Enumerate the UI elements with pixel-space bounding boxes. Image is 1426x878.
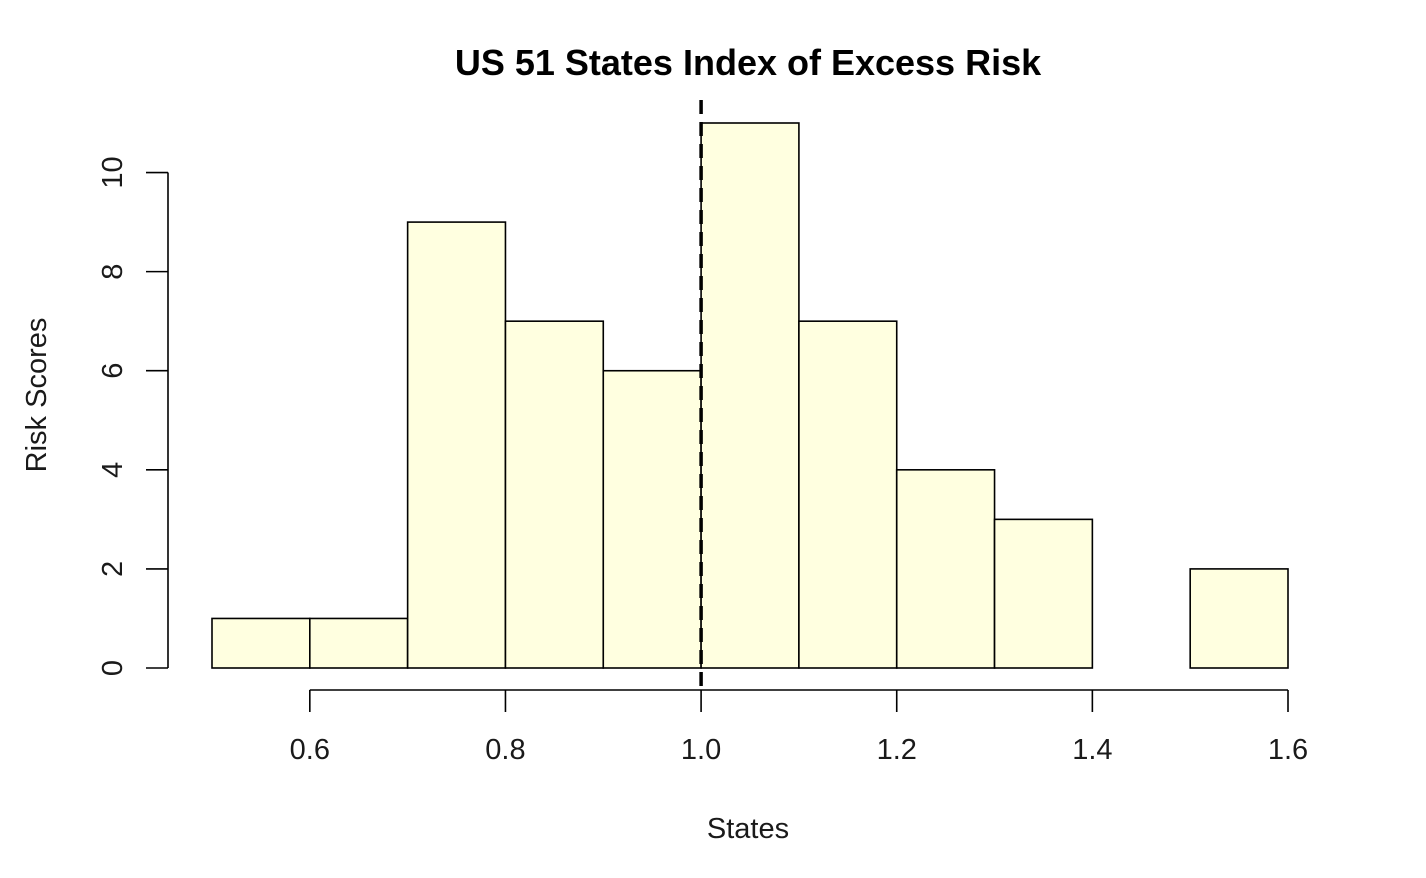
x-axis: 0.6 0.8 1.0 1.2 1.4 1.6: [290, 689, 1308, 766]
bars-group: [211, 122, 1289, 669]
histogram-bar: [700, 122, 800, 669]
histogram-bar: [1189, 568, 1289, 669]
y-tick-label: 4: [97, 462, 129, 478]
histogram-bar: [895, 469, 996, 669]
x-tick-label: 1.4: [1072, 734, 1112, 766]
histogram-bar: [798, 320, 898, 669]
y-tick-label: 0: [97, 660, 129, 676]
x-tick-label: 1.2: [877, 734, 917, 766]
x-axis-label: States: [707, 813, 789, 845]
histogram-bar: [309, 617, 409, 669]
y-tick-label: 2: [97, 561, 129, 577]
x-tick-label: 1.6: [1268, 734, 1308, 766]
histogram-bar: [504, 320, 605, 669]
histogram-bar: [211, 617, 311, 669]
y-tick-label: 10: [97, 156, 129, 188]
histogram-bar: [406, 221, 507, 669]
histogram-bar: [602, 369, 702, 669]
x-tick-label: 0.8: [485, 734, 525, 766]
x-tick-label: 0.6: [290, 734, 330, 766]
y-tick-label: 6: [97, 363, 129, 379]
x-tick-label: 1.0: [681, 734, 721, 766]
histogram-bar: [993, 518, 1094, 669]
chart-title: US 51 States Index of Excess Risk: [455, 42, 1042, 83]
y-axis: 0 2 4 6 8 10: [97, 156, 169, 676]
y-axis-label: Risk Scores: [21, 318, 53, 473]
y-tick-label: 8: [97, 264, 129, 280]
